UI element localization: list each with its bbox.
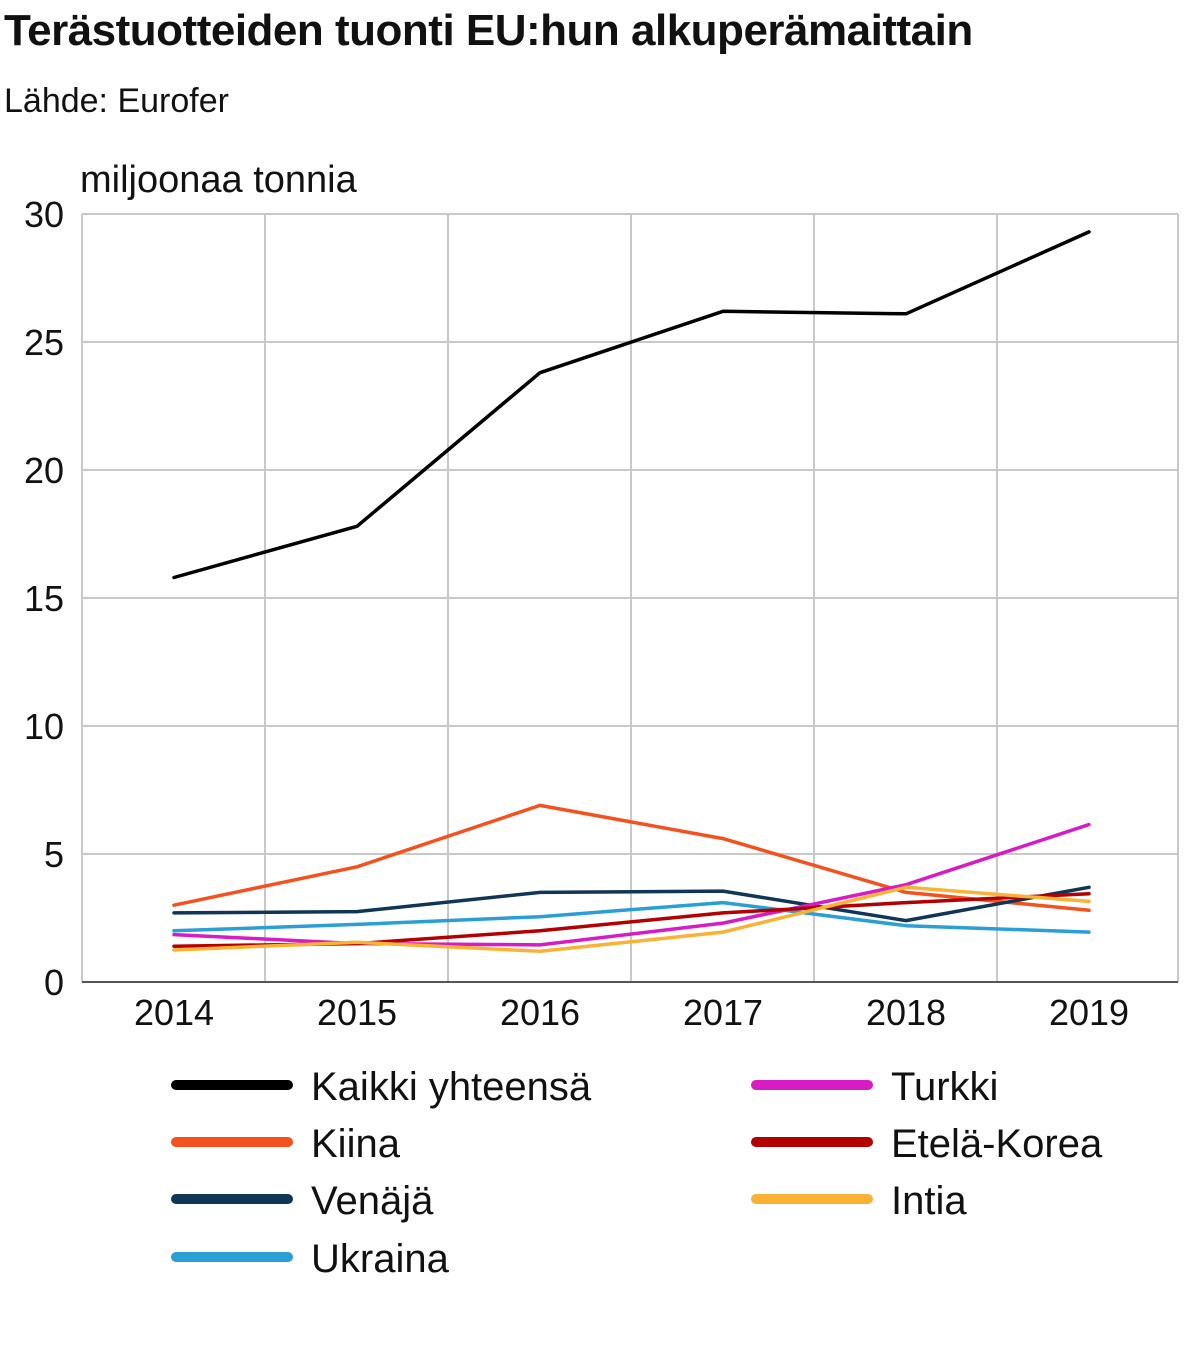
x-tick-label: 2018 — [866, 992, 946, 1033]
legend-item: Intia — [751, 1179, 967, 1223]
y-tick-label: 30 — [24, 194, 64, 235]
legend: Kaikki yhteensä Kiina Venäjä Ukraina Turkki E… — [171, 1065, 1103, 1281]
x-tick-label: 2017 — [683, 992, 763, 1033]
legend-label: Kaikki yhteensä — [311, 1065, 592, 1109]
series-lines — [172, 230, 1091, 954]
x-tick-label: 2015 — [317, 992, 397, 1033]
grid — [81, 213, 1179, 983]
legend-label: Ukraina — [311, 1237, 450, 1281]
y-axis-unit-label: miljoonaa tonnia — [80, 159, 358, 201]
legend-label: Turkki — [891, 1065, 998, 1109]
legend-item: Venäjä — [171, 1179, 434, 1223]
legend-item: Ukraina — [171, 1237, 450, 1281]
legend-item: Kiina — [171, 1122, 401, 1166]
legend-item: Turkki — [751, 1065, 998, 1109]
series-line-kiina — [172, 803, 1091, 913]
series-line-kaikki-yhteensä — [172, 230, 1091, 580]
axes: 0 5 10 15 20 25 30 2014 2015 2016 2017 2018 2019 — [24, 194, 1129, 1033]
x-tick-label: 2019 — [1049, 992, 1129, 1033]
legend-label: Intia — [891, 1179, 967, 1223]
series-line-ukraina — [172, 900, 1091, 934]
chart-source: Lähde: Eurofer — [4, 82, 229, 120]
y-tick-label: 25 — [24, 322, 64, 363]
y-tick-label: 10 — [24, 706, 64, 747]
y-tick-label: 0 — [44, 962, 64, 1003]
legend-item: Kaikki yhteensä — [171, 1065, 592, 1109]
y-tick-label: 15 — [24, 578, 64, 619]
x-tick-label: 2016 — [500, 992, 580, 1033]
chart-title: Terästuotteiden tuonti EU:hun alkuperäma… — [4, 6, 973, 55]
series-line-venäjä — [172, 885, 1091, 923]
legend-label: Etelä-Korea — [891, 1122, 1103, 1166]
legend-item: Etelä-Korea — [751, 1122, 1103, 1166]
y-tick-label: 20 — [24, 450, 64, 491]
y-tick-label: 5 — [44, 834, 64, 875]
x-tick-label: 2014 — [134, 992, 214, 1033]
series-line-intia — [172, 885, 1091, 954]
legend-label: Kiina — [311, 1122, 401, 1166]
legend-label: Venäjä — [311, 1179, 434, 1223]
